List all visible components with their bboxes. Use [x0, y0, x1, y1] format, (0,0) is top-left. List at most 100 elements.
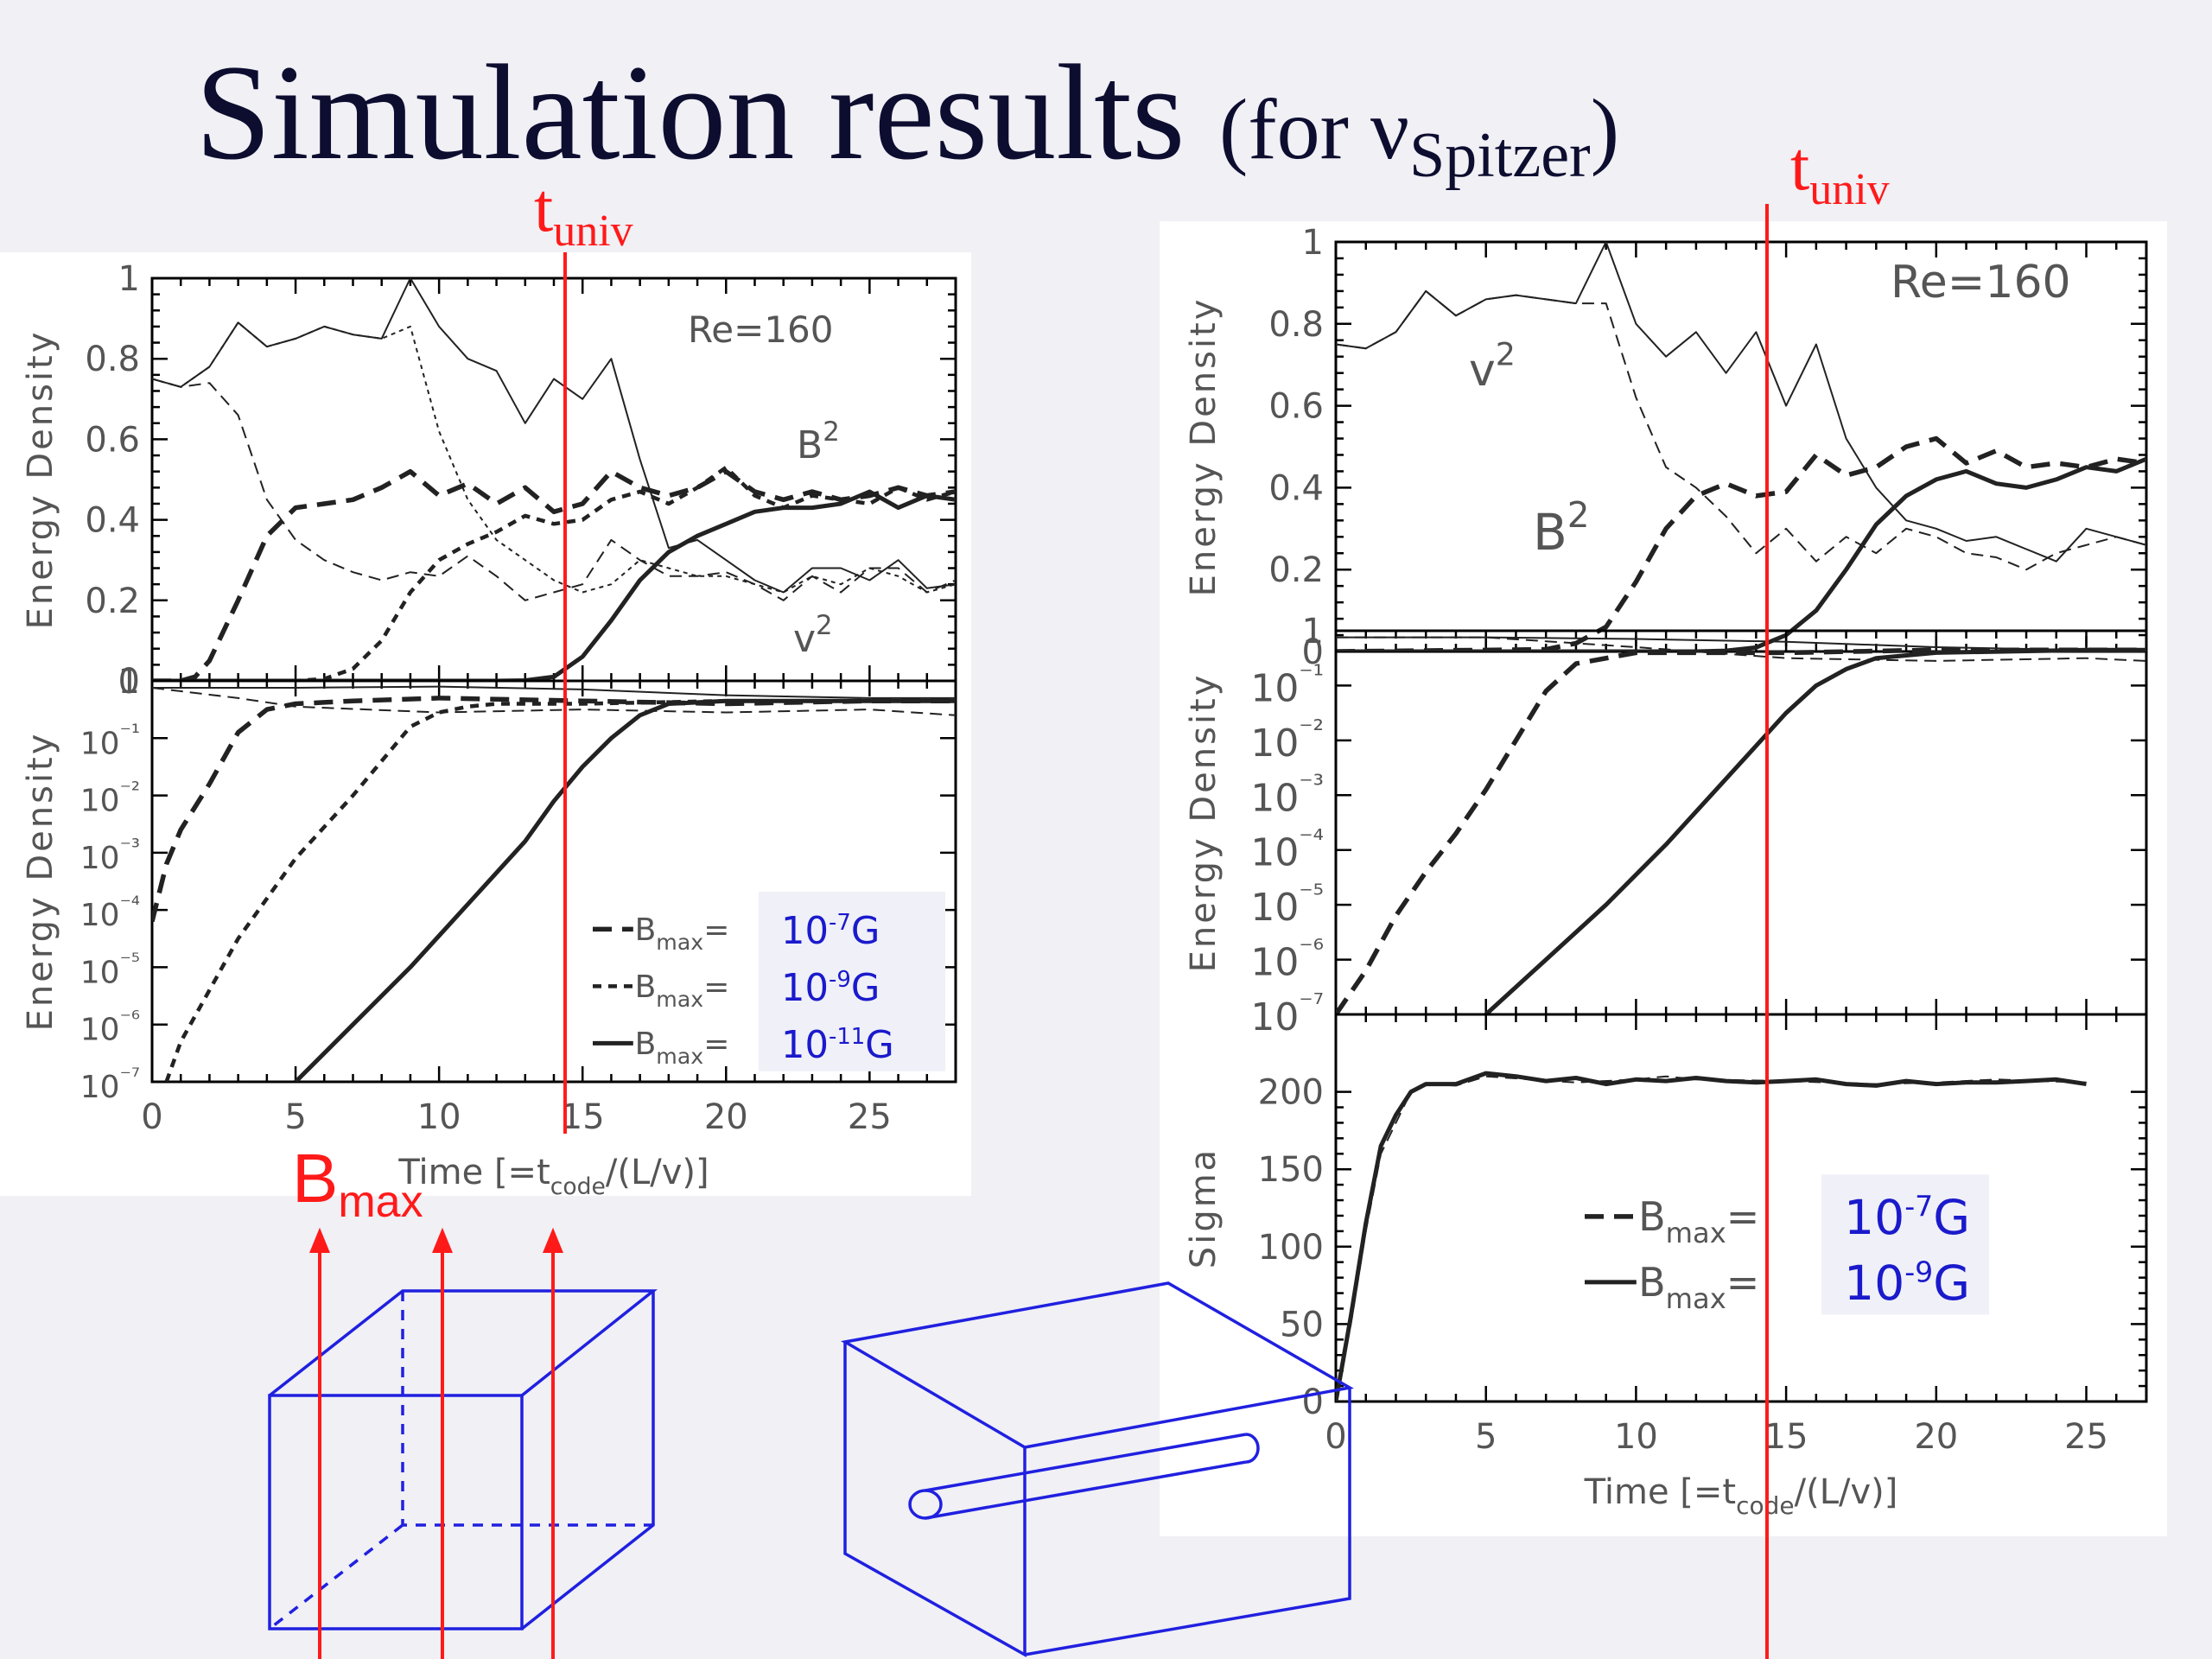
left-legend: Bmax= 10-7G Bmax= 10-9G Bmax= 10-11G [593, 891, 945, 1071]
y-tick-label: 1 [1302, 612, 1324, 652]
y-tick-label: 200 [1258, 1073, 1324, 1113]
series-line-1 [1336, 289, 2146, 571]
y-tick-label: 0.2 [1268, 550, 1324, 590]
legend-value: 10-9G [1844, 1255, 1970, 1312]
series-line-5 [152, 489, 956, 681]
y-tick-label: 10⁻² [1250, 715, 1324, 766]
legend-value: 10-11G [781, 1024, 894, 1067]
y-axis-label: Energy Density [21, 732, 60, 1032]
annotation-b2: B2 [797, 416, 840, 467]
x-tick-label: 25 [2064, 1417, 2108, 1457]
series-line-3 [152, 468, 956, 681]
y-tick-label: 10⁻⁶ [80, 1007, 140, 1048]
y-tick-label: 10⁻⁷ [1250, 988, 1324, 1039]
series-line-3 [1336, 456, 2146, 652]
slide-title: Simulation results (for νSpitzer) [0, 35, 1815, 193]
series-line-1 [1336, 636, 2146, 662]
y-tick-label: 0.8 [85, 340, 140, 379]
right-figure-panel: 0 0.2 0.4 0.6 0.8 1 Energy Density Re=160 v2 B2 10… [1160, 221, 2167, 1536]
series-line-1 [152, 378, 956, 601]
chart-left-top: 0 0.2 0.4 0.6 0.8 1 Energy Density Re=160 B2 v2 [21, 259, 957, 702]
legend-value-box [759, 891, 945, 1071]
y-tick-label: 10⁻¹ [80, 720, 140, 761]
y-tick-label: 0.2 [85, 582, 140, 621]
y-axis-label: Energy Density [21, 330, 60, 630]
cube-diagram [268, 1289, 658, 1630]
x-tick-label: 15 [561, 1097, 605, 1137]
y-tick-label: 0.6 [1268, 387, 1324, 427]
bmax-field-arrows [309, 1227, 563, 1659]
y-tick-label: 10⁻⁵ [80, 949, 140, 990]
y-tick-label: 10⁻³ [1250, 769, 1324, 820]
y-tick-label: 10⁻⁴ [1250, 824, 1324, 875]
x-tick-label: 5 [284, 1097, 306, 1137]
chart-right-middle: 10⁻⁷10⁻⁶10⁻⁵10⁻⁴10⁻³10⁻²10⁻¹ 1 Energy Dens… [1184, 612, 2148, 1039]
y-axis-label: Energy Density [1184, 297, 1224, 597]
series-line-0 [152, 685, 956, 699]
y-tick-label: 0.8 [1268, 305, 1324, 345]
legend-label: Bmax= [635, 969, 730, 1012]
left-figure-svg: 0 0.2 0.4 0.6 0.8 1 Energy Density Re=160 B2 v2 10… [21, 259, 957, 1200]
annotation-re: Re=160 [1891, 257, 2071, 308]
x-tick-label: 20 [1914, 1417, 1958, 1457]
y-axis-label: Energy Density [1184, 673, 1224, 973]
x-tick-label: 0 [1325, 1417, 1346, 1457]
series-line-2 [1336, 647, 2146, 1014]
cube-hidden-edges [268, 1291, 653, 1630]
title-paren: (for νSpitzer) [1218, 81, 1620, 191]
x-axis-label: Time [=tcode/(L/v)] [1584, 1472, 1898, 1520]
y-tick-label: 1 [1302, 223, 1324, 263]
series-line-2 [152, 696, 956, 923]
legend-value: 10-7G [781, 910, 880, 953]
x-tick-label: 25 [848, 1097, 892, 1137]
annotation-v2: v2 [793, 610, 833, 661]
series-line-1 [1336, 1071, 2087, 1402]
y-tick-label: 10⁻³ [80, 835, 140, 876]
series-line-2 [152, 321, 956, 594]
series-line-4 [152, 465, 956, 681]
y-tick-label: 10⁻⁶ [1250, 934, 1324, 985]
series-line-3 [1484, 647, 2146, 1014]
plot-frame [1334, 1013, 2148, 1403]
legend-label: Bmax= [1638, 1193, 1759, 1249]
y-tick-label: 10⁻⁷ [80, 1064, 140, 1105]
legend-label: Bmax= [635, 1027, 730, 1069]
y-tick-label: 0.6 [85, 420, 140, 460]
legend-value: 10-7G [1844, 1189, 1970, 1246]
series-line-4 [294, 698, 956, 1082]
series-line-2 [1336, 435, 2146, 652]
chart-left-bottom: 10⁻⁷10⁻⁶10⁻⁵10⁻⁴10⁻³10⁻²10⁻¹10 5 10 15 20 25E… [21, 662, 957, 1200]
x-tick-label: 10 [417, 1097, 461, 1137]
y-tick-label: 0 [118, 662, 140, 702]
tube-body [925, 1433, 1247, 1520]
series-line-1 [152, 687, 956, 716]
cube-front-face [268, 1394, 524, 1630]
t-univ-label-right: tuniv [1790, 129, 1890, 214]
legend-label: Bmax= [635, 912, 730, 955]
tube-far-end [1245, 1433, 1260, 1464]
x-tick-label: 0 [141, 1097, 162, 1137]
legend-value: 10-9G [781, 967, 880, 1010]
x-tick-label: 10 [1614, 1417, 1658, 1457]
y-tick-label: 1 [118, 259, 140, 299]
legend-label: Bmax= [1638, 1259, 1759, 1315]
annotation-b2: B2 [1533, 494, 1590, 562]
title-main: Simulation results [194, 37, 1185, 188]
y-tick-label: 0 [1302, 1382, 1324, 1422]
y-tick-label: 50 [1280, 1305, 1324, 1344]
y-tick-label: 0.4 [1268, 468, 1324, 508]
y-tick-label: 10⁻⁵ [1250, 879, 1324, 930]
left-figure-panel: 0 0.2 0.4 0.6 0.8 1 Energy Density Re=160 B2 v2 10… [0, 252, 971, 1200]
y-tick-label: 0.4 [85, 501, 140, 541]
tube-end [908, 1489, 943, 1520]
y-tick-label: 100 [1258, 1228, 1324, 1268]
right-legend: Bmax= 10-7G Bmax= 10-9G [1585, 1174, 1989, 1315]
x-tick-label: 20 [704, 1097, 748, 1137]
box-right-face [1024, 1388, 1351, 1656]
annotation-re: Re=160 [688, 308, 834, 351]
chart-right-bottom: 0 50 100 150 200 0 5 10 15 20 25 Sigma Time [=tcode/… [1184, 1013, 2148, 1520]
cube-top-face [268, 1289, 658, 1397]
x-tick-label: 15 [1764, 1417, 1808, 1457]
